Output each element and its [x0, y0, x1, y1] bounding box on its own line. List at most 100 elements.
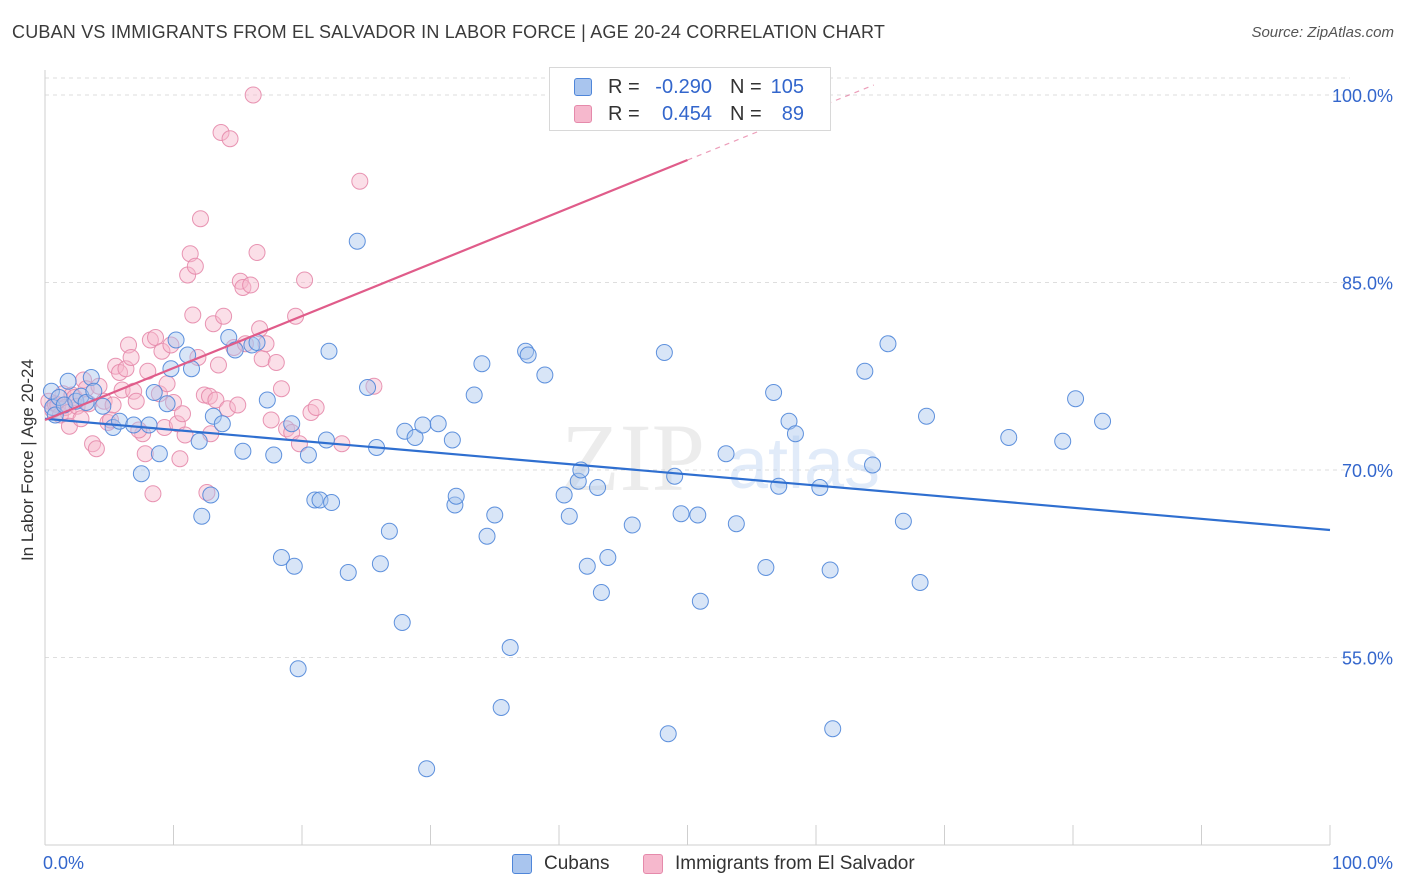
salvador-point — [191, 210, 209, 228]
cubans-point — [555, 486, 573, 504]
cubans-point — [111, 412, 129, 430]
cubans-point — [1054, 432, 1072, 450]
cubans-point — [371, 555, 389, 573]
cubans-point — [824, 720, 842, 738]
cubans-point — [765, 384, 783, 401]
salvador-point — [218, 400, 236, 418]
salvador-point — [229, 396, 247, 414]
legend-swatch-cubans — [574, 78, 592, 96]
cubans-trend-line — [44, 417, 1331, 532]
salvador-point — [207, 391, 225, 409]
cubans-point — [418, 760, 436, 778]
cubans-point — [167, 331, 185, 349]
salvador-point — [184, 306, 202, 324]
cubans-point — [623, 516, 641, 534]
cubans-point — [689, 506, 707, 524]
cubans-point — [272, 549, 290, 566]
salvador-point — [351, 172, 369, 190]
grid-lines — [45, 77, 1350, 658]
stats-legend: R = -0.290 N = 105 R = 0.454 N = 89 — [549, 67, 831, 131]
chart-source: Source: ZipAtlas.com — [1251, 24, 1394, 41]
cubans-point — [672, 505, 690, 523]
salvador-point — [365, 377, 383, 395]
cubans-point — [536, 366, 554, 384]
cubans-point — [486, 506, 504, 524]
x-tick-label: 100.0% — [1332, 853, 1393, 873]
cubans-point — [414, 416, 432, 434]
cubans-point — [59, 372, 77, 390]
y-tick-label: 100.0% — [1332, 86, 1393, 106]
cubans-point — [727, 515, 745, 533]
cubans-point — [193, 507, 211, 525]
cubans-point — [396, 422, 414, 440]
cubans-point — [1067, 390, 1085, 408]
salvador-point — [117, 360, 135, 378]
cubans-point — [323, 494, 341, 511]
y-tick-label: 55.0% — [1342, 649, 1393, 669]
salvador-point — [120, 336, 138, 354]
cubans-point — [1094, 412, 1112, 430]
cubans-point — [258, 391, 276, 409]
salvador-point — [72, 410, 90, 428]
cubans-point — [589, 479, 607, 496]
y-tick-label: 70.0% — [1342, 461, 1393, 481]
cubans-point — [811, 479, 829, 496]
cubans-point — [359, 379, 377, 396]
cubans-point — [82, 369, 100, 386]
cubans-point — [145, 384, 163, 401]
cubans-point — [348, 232, 366, 250]
salvador-point — [127, 392, 145, 410]
r-value: -0.290 — [655, 76, 712, 98]
cubans-point — [429, 415, 447, 433]
cubans-point — [213, 415, 231, 433]
salvador-point — [253, 350, 271, 368]
x-tick-label: 0.0% — [43, 853, 84, 873]
salvador-point — [262, 411, 280, 429]
salvador-point — [186, 257, 204, 275]
cubans-point — [265, 446, 283, 464]
cubans-point — [406, 429, 424, 446]
n-label: N = — [730, 76, 762, 98]
cubans-point — [501, 639, 519, 656]
salvador-point — [153, 342, 171, 360]
cubans-point — [132, 465, 150, 483]
cubans-point — [659, 725, 677, 743]
cubans-point — [306, 491, 324, 509]
cubans-point — [447, 487, 465, 505]
data-points — [40, 86, 1112, 778]
cubans-point — [158, 395, 176, 413]
cubans-point — [393, 614, 411, 631]
cubans-point — [519, 346, 537, 364]
cubans-point — [473, 355, 491, 373]
legend-label-salvador: Immigrants from El Salvador — [675, 853, 915, 874]
cubans-point — [1000, 429, 1018, 446]
cubans-point — [691, 592, 709, 610]
cubans-point — [879, 335, 897, 353]
cubans-point — [190, 432, 208, 450]
cubans-point — [821, 561, 839, 579]
r-label: R = — [608, 76, 640, 98]
n-value: 105 — [770, 76, 804, 98]
salvador-point — [307, 399, 325, 416]
salvador-point — [242, 276, 260, 294]
cubans-point — [894, 512, 912, 530]
salvador-point — [296, 271, 314, 289]
salvador-point — [144, 485, 162, 503]
cubans-point — [140, 416, 158, 434]
cubans-point — [202, 486, 220, 504]
cubans-point — [655, 344, 673, 361]
y-tick-labels: 55.0% 70.0% 85.0% 100.0% — [1332, 86, 1393, 669]
cubans-point — [578, 557, 596, 575]
cubans-point — [599, 549, 617, 566]
cubans-point — [492, 699, 510, 716]
cubans-point — [234, 442, 252, 460]
axes — [44, 70, 1331, 846]
chart-title: CUBAN VS IMMIGRANTS FROM EL SALVADOR IN … — [12, 22, 886, 42]
legend-swatch-salvador — [643, 854, 663, 874]
salvador-point — [162, 336, 180, 354]
watermark-zip: ZIP — [561, 404, 705, 511]
cubans-point — [339, 564, 357, 581]
salvador-point — [165, 394, 182, 411]
salvador-point — [248, 244, 266, 261]
